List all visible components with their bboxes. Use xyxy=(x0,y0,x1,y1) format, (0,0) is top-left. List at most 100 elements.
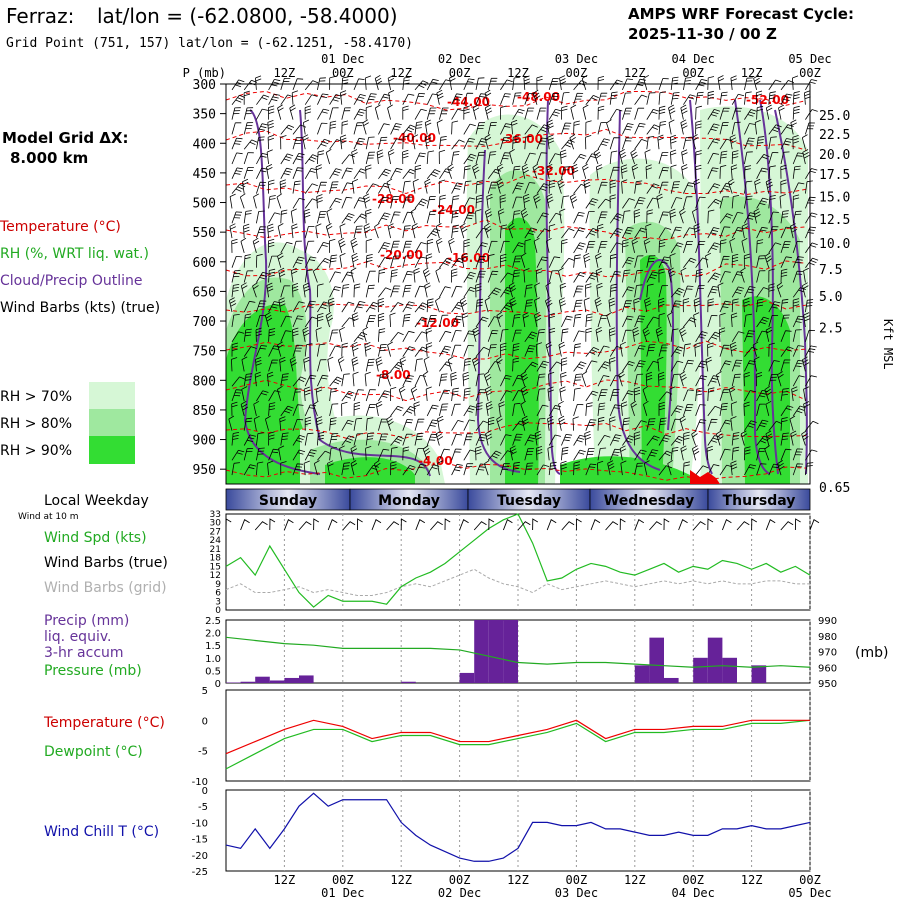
wind-barb xyxy=(657,356,664,372)
wind-barb xyxy=(304,374,317,387)
wind-barb xyxy=(585,448,595,461)
wind-barb xyxy=(484,134,492,150)
wind-barb xyxy=(402,313,411,328)
wind-barb xyxy=(561,139,575,150)
pressure-tick-label: 300 xyxy=(193,78,216,93)
wind-barb xyxy=(777,460,785,476)
wind-barb xyxy=(256,123,268,135)
wind-barb xyxy=(546,237,552,253)
wind-barb xyxy=(280,315,292,328)
wind-barb xyxy=(780,298,789,313)
weekday-panel: Local Weekday Wind at 10 m Sunday Monday T… xyxy=(18,488,811,522)
wind-barb xyxy=(365,136,375,150)
wind-barb xyxy=(645,164,652,179)
wind-barb xyxy=(390,285,401,298)
wind-barb xyxy=(512,242,525,254)
wind-barb xyxy=(679,371,687,387)
wind-barb xyxy=(451,209,459,224)
wind-barb xyxy=(658,91,666,105)
precip-bar xyxy=(634,665,650,683)
wind-barb xyxy=(643,237,651,253)
wind-barb xyxy=(717,282,724,298)
wind-barb xyxy=(500,450,514,461)
wind-barb xyxy=(231,79,245,91)
wind-barb xyxy=(353,401,361,416)
wind-barb xyxy=(463,286,477,298)
wind-barb xyxy=(547,416,554,431)
wind-barb xyxy=(560,357,568,372)
wind-barb xyxy=(535,446,543,461)
wind-barb xyxy=(573,212,585,224)
wind-barb xyxy=(607,460,615,476)
wind-barb xyxy=(743,297,750,313)
pressure-tick-label: 960 xyxy=(818,663,837,674)
wind-barb xyxy=(390,196,400,209)
wind-barb xyxy=(255,327,263,342)
wind-barb xyxy=(683,182,695,194)
wind-barb xyxy=(634,255,644,268)
wind-barb xyxy=(341,462,350,476)
pressure-axis-title: P (mb) xyxy=(183,66,226,80)
wind-barb xyxy=(475,402,483,416)
wind-barb xyxy=(402,406,416,417)
wind-barb xyxy=(719,196,730,209)
wind-barb xyxy=(753,356,760,372)
wind-barb xyxy=(280,405,294,417)
wind-barb xyxy=(706,445,714,461)
wind-barb xyxy=(658,344,669,357)
bottom-hour-tick-label: 00Z xyxy=(566,873,588,887)
wind-barb xyxy=(500,123,512,135)
wind-barb xyxy=(475,138,488,150)
precip-bar xyxy=(751,665,767,683)
wind-barb xyxy=(680,119,688,135)
wind-barb xyxy=(524,135,532,150)
wind-barb xyxy=(402,284,412,298)
wind-barb xyxy=(620,401,628,416)
wind-barb xyxy=(512,165,521,179)
surface-wind-barb xyxy=(386,521,400,531)
wind-barb xyxy=(646,92,656,105)
wind-barb xyxy=(561,195,570,209)
top-date-tick-label: 02 Dec xyxy=(438,52,481,66)
wind-barb xyxy=(402,330,415,342)
wind-barb xyxy=(256,136,265,150)
wind-barb xyxy=(634,94,648,105)
wind-barb xyxy=(707,138,720,150)
wind-barb xyxy=(475,316,489,328)
precip-bar xyxy=(284,677,299,683)
wind-barb xyxy=(791,386,798,402)
pressure-unit: (mb) xyxy=(855,645,888,661)
wind-barb xyxy=(693,223,701,239)
wind-barb xyxy=(646,435,660,446)
wind-barb xyxy=(805,196,816,209)
bottom-date-tick-label: 02 Dec xyxy=(438,886,481,900)
wind-barb xyxy=(341,284,350,298)
wind-barb xyxy=(741,238,748,253)
wind-barb xyxy=(240,237,247,254)
wind-barb xyxy=(622,390,635,402)
wind-barb xyxy=(268,448,280,461)
kft-tick-label: 7.5 xyxy=(819,263,842,278)
wind-barb xyxy=(378,390,391,402)
wind-barb xyxy=(390,138,403,150)
weekday-cell xyxy=(707,488,811,511)
wind-barb xyxy=(695,241,706,254)
wind-barb xyxy=(487,287,502,298)
wind-barb xyxy=(561,122,572,135)
wind-barb xyxy=(609,375,622,387)
wind-barb xyxy=(753,208,761,224)
wind-barb xyxy=(756,316,770,328)
wind-barb xyxy=(680,104,688,120)
wind-barb xyxy=(242,178,249,194)
wind-barb xyxy=(780,314,790,328)
wind-barb xyxy=(435,430,444,446)
wind-barb xyxy=(573,227,586,239)
wind-barb xyxy=(329,387,338,402)
bottom-date-tick-label: 04 Dec xyxy=(672,886,715,900)
wind-barb xyxy=(780,179,787,194)
wind-barb xyxy=(643,400,649,417)
wind-barb xyxy=(744,137,755,150)
pressure-tick-label: 350 xyxy=(193,108,216,123)
wind-barb xyxy=(548,434,561,446)
wind-barb xyxy=(451,403,461,417)
